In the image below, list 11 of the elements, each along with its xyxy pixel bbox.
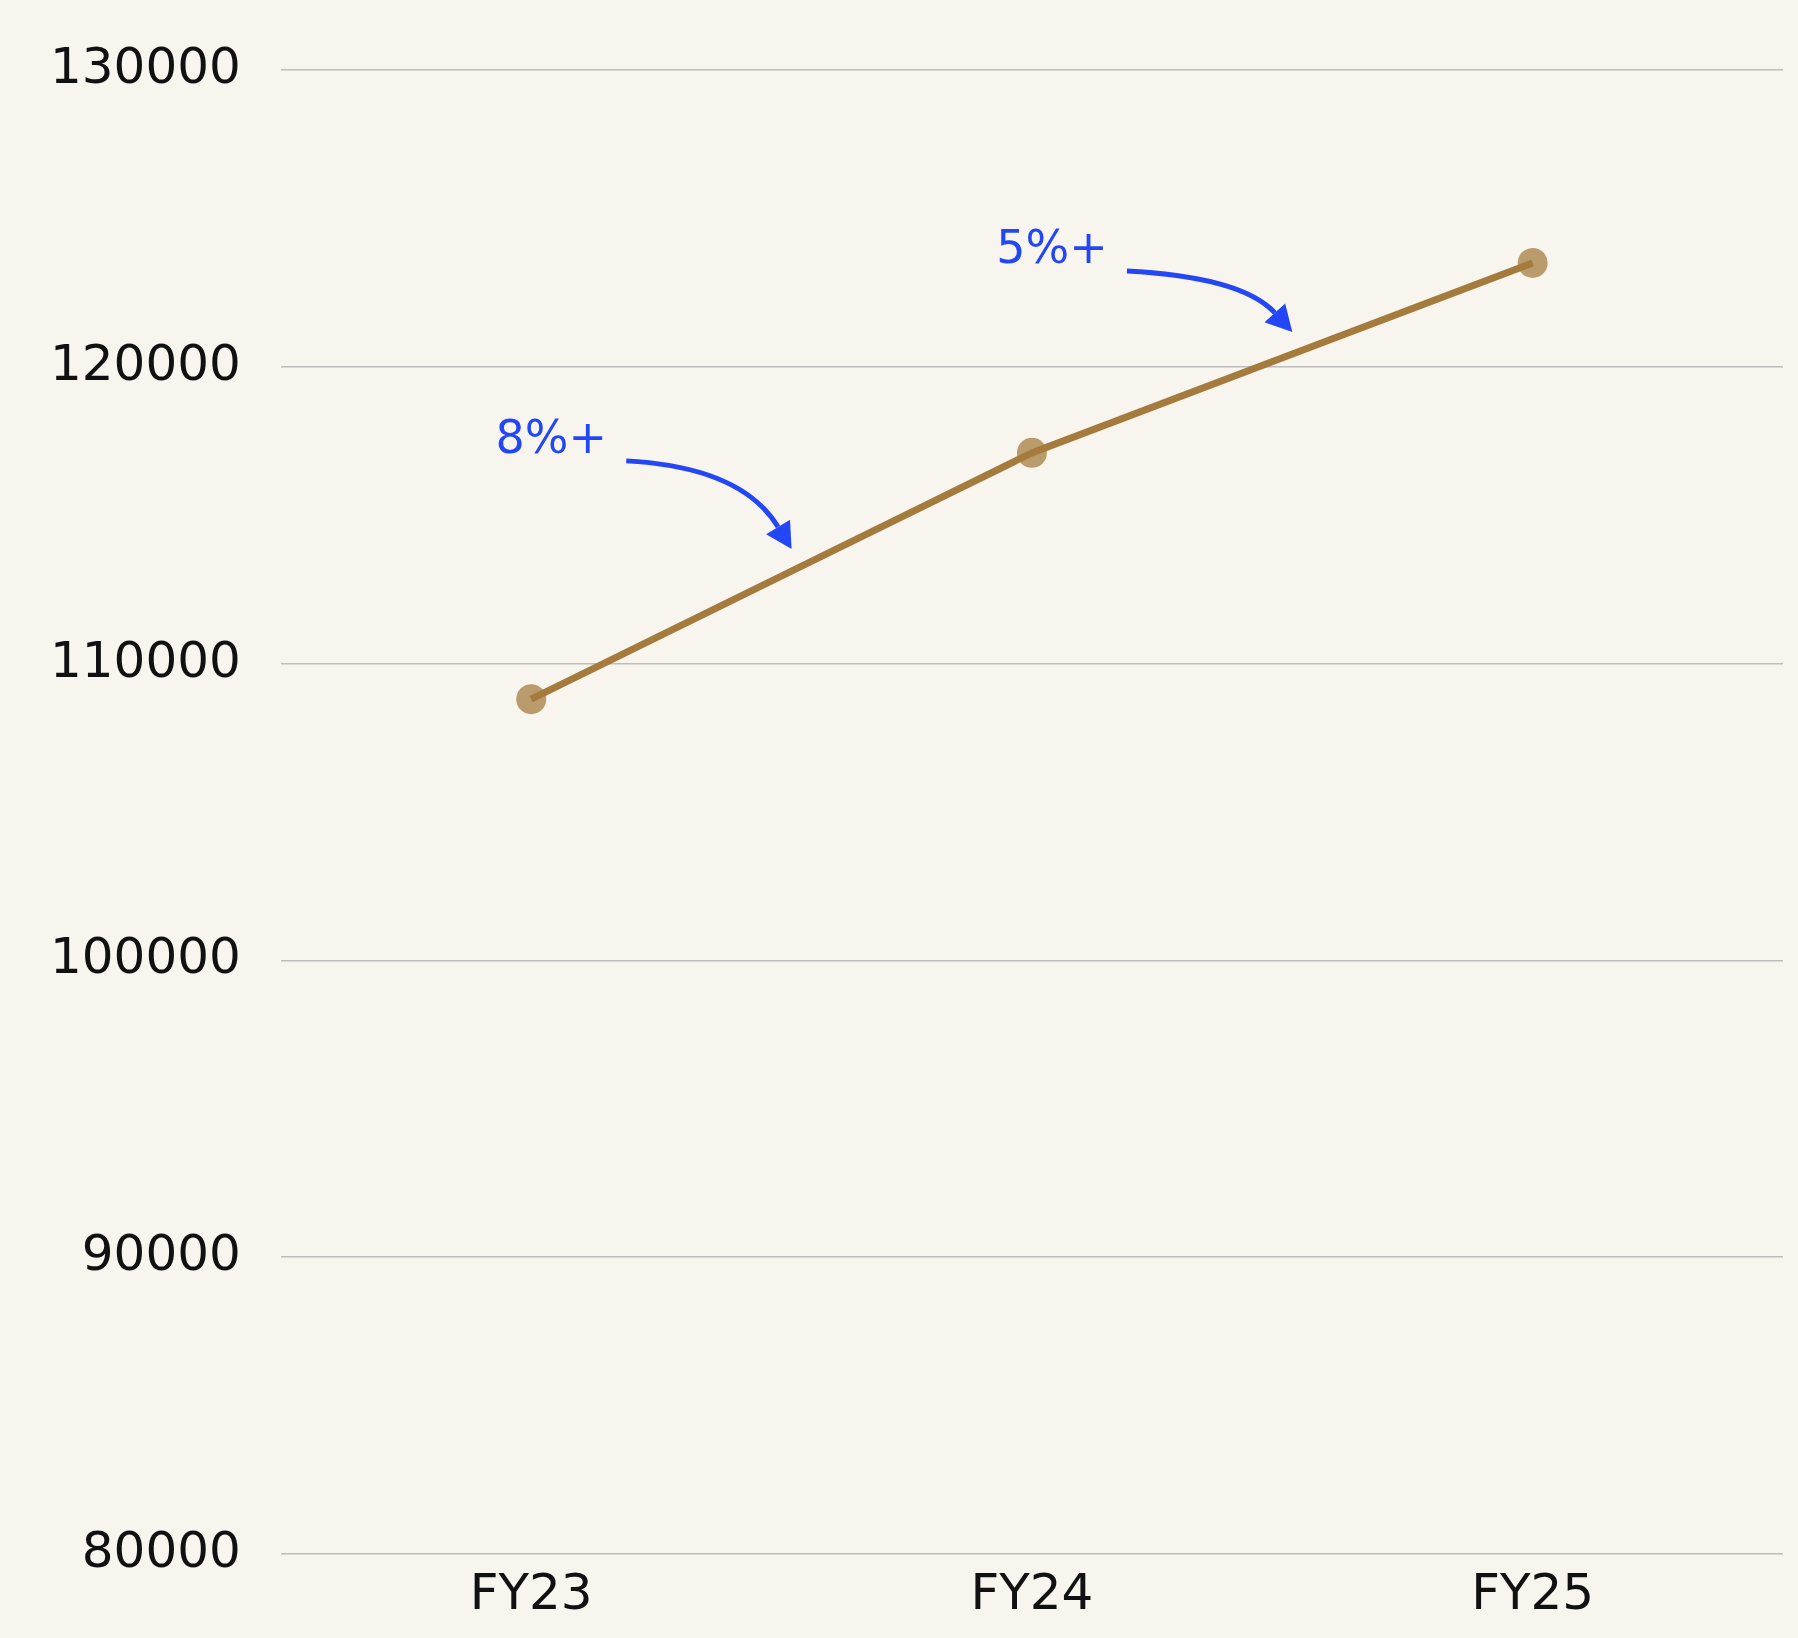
y-tick-label: 80000 (81, 1520, 241, 1579)
annotation: 8%+ (495, 409, 607, 464)
y-tick-label: 120000 (49, 333, 241, 392)
y-tick-label: 100000 (49, 927, 241, 986)
y-tick-label: 90000 (81, 1224, 241, 1283)
annotation: 5%+ (996, 219, 1108, 274)
y-tick-label: 130000 (49, 36, 241, 95)
x-tick-label: FY23 (469, 1562, 593, 1621)
y-tick-label: 110000 (49, 630, 241, 689)
x-tick-label: FY25 (1471, 1562, 1595, 1621)
x-tick-label: FY24 (970, 1562, 1094, 1621)
